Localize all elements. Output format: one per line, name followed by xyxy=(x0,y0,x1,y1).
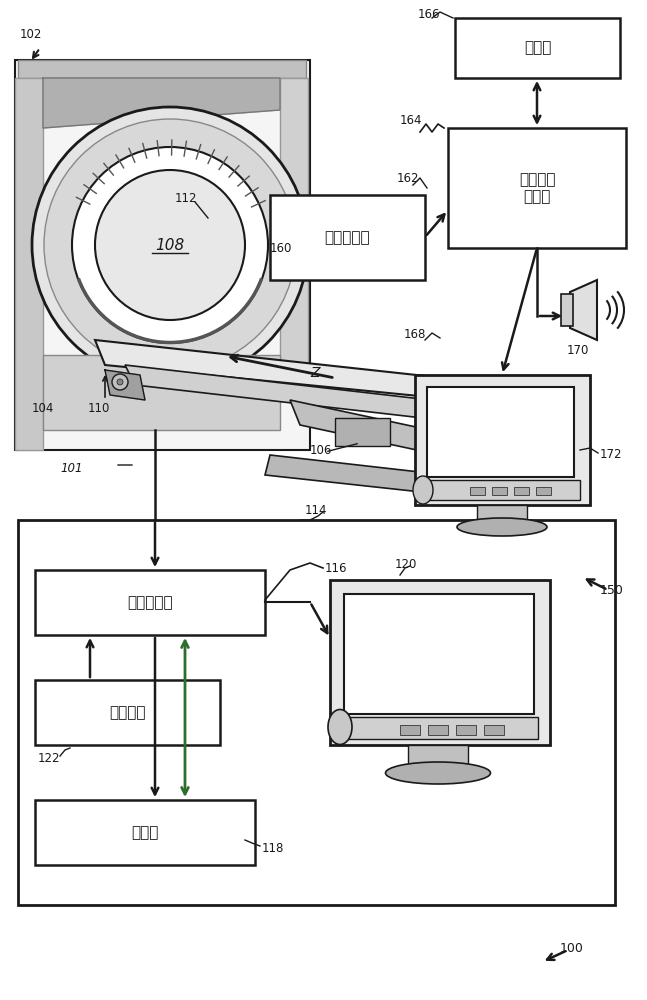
Text: 168: 168 xyxy=(404,328,426,342)
Text: 162: 162 xyxy=(397,172,419,184)
Bar xyxy=(536,487,551,495)
Bar xyxy=(423,480,580,500)
Bar xyxy=(35,570,265,635)
Circle shape xyxy=(72,147,268,343)
Polygon shape xyxy=(125,365,510,428)
Circle shape xyxy=(117,379,123,385)
Text: 122: 122 xyxy=(38,752,61,764)
Text: 存储器: 存储器 xyxy=(524,40,551,55)
Text: 150: 150 xyxy=(600,584,624,596)
Bar xyxy=(335,418,390,446)
Text: 呼吸监测器: 呼吸监测器 xyxy=(325,230,370,245)
Bar xyxy=(18,520,615,905)
Text: 164: 164 xyxy=(400,113,422,126)
Text: 104: 104 xyxy=(32,401,54,414)
Polygon shape xyxy=(570,280,597,340)
Text: 160: 160 xyxy=(270,241,292,254)
Bar xyxy=(400,725,420,735)
Bar xyxy=(43,355,280,430)
Text: 116: 116 xyxy=(325,562,347,574)
Text: 170: 170 xyxy=(567,344,589,357)
Ellipse shape xyxy=(386,762,490,784)
Circle shape xyxy=(95,170,245,320)
Bar xyxy=(484,725,504,735)
Text: 102: 102 xyxy=(20,28,42,41)
Circle shape xyxy=(32,107,308,383)
Text: 存储器: 存储器 xyxy=(131,825,159,840)
Text: 120: 120 xyxy=(395,558,417,572)
Bar xyxy=(492,487,507,495)
Ellipse shape xyxy=(413,476,433,504)
Bar xyxy=(428,725,448,735)
Ellipse shape xyxy=(328,710,352,744)
Text: 图像处理器: 图像处理器 xyxy=(127,595,173,610)
Text: 101: 101 xyxy=(60,462,83,475)
Text: 110: 110 xyxy=(88,401,111,414)
Polygon shape xyxy=(43,78,280,128)
Bar xyxy=(270,195,425,280)
Text: 172: 172 xyxy=(600,448,622,462)
Polygon shape xyxy=(105,370,145,400)
Bar xyxy=(18,60,306,78)
Bar xyxy=(455,18,620,78)
Polygon shape xyxy=(265,455,495,500)
Bar xyxy=(448,128,626,248)
Text: 介入推进
处理器: 介入推进 处理器 xyxy=(519,172,555,204)
Text: 112: 112 xyxy=(175,192,197,205)
Bar xyxy=(35,680,220,745)
Text: 118: 118 xyxy=(262,842,285,854)
Text: 166: 166 xyxy=(418,7,441,20)
Bar xyxy=(561,294,573,326)
Bar xyxy=(15,60,310,450)
Text: 114: 114 xyxy=(305,504,327,516)
Text: 100: 100 xyxy=(560,942,584,954)
Bar xyxy=(415,375,590,505)
Bar xyxy=(15,78,43,450)
Polygon shape xyxy=(95,340,510,405)
Bar xyxy=(470,487,485,495)
Bar xyxy=(427,387,574,477)
Bar xyxy=(35,800,255,865)
Text: Z: Z xyxy=(310,366,320,380)
Circle shape xyxy=(112,374,128,390)
Text: 106: 106 xyxy=(310,444,333,456)
Text: 用户输入: 用户输入 xyxy=(109,705,146,720)
Text: 108: 108 xyxy=(155,237,184,252)
Ellipse shape xyxy=(457,518,547,536)
Bar xyxy=(280,78,308,380)
Bar xyxy=(514,487,529,495)
Bar xyxy=(330,580,550,745)
Circle shape xyxy=(44,119,296,371)
Bar xyxy=(456,725,476,735)
Polygon shape xyxy=(290,400,440,455)
Bar xyxy=(344,594,534,714)
Bar xyxy=(408,745,468,773)
Bar xyxy=(340,717,538,739)
Bar xyxy=(477,505,527,527)
